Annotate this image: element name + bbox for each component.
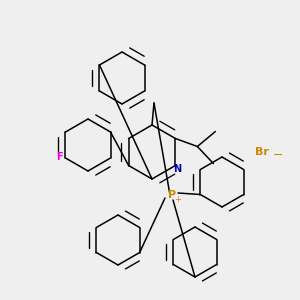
Text: −: − <box>273 148 283 161</box>
Text: N: N <box>173 164 181 173</box>
Text: Br: Br <box>255 147 269 157</box>
Text: P: P <box>168 190 176 200</box>
Text: F: F <box>56 152 63 162</box>
Text: +: + <box>175 196 182 205</box>
